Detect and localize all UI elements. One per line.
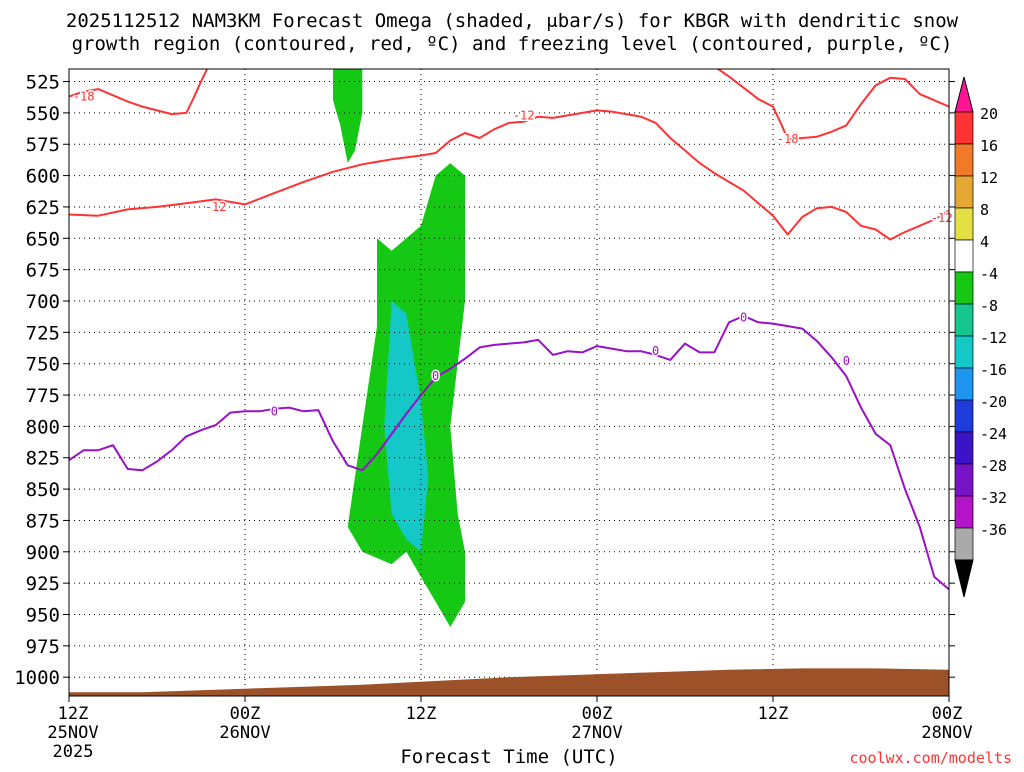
purple-contour-label: 0 (432, 369, 439, 383)
colorbar-bottom-arrow (954, 559, 974, 598)
purple-contour-label: 0 (652, 344, 659, 358)
y-tick-label: 950 (26, 604, 60, 626)
y-tick-label: 825 (26, 448, 60, 470)
omega-region-cyan-band-2 (384, 301, 429, 552)
colorbar-swatch (954, 399, 974, 433)
red-contour-label: -12 (513, 108, 535, 122)
y-tick-label: 850 (26, 479, 60, 501)
colorbar-label: -8 (980, 297, 998, 315)
x-tick-label: 27NOV (571, 723, 622, 743)
y-tick-label: 675 (26, 260, 60, 282)
colorbar-swatch (954, 143, 974, 177)
y-tick-label: 875 (26, 510, 60, 532)
colorbar-label: 8 (980, 201, 989, 219)
x-tick-label: 28NOV (921, 723, 972, 743)
gridlines (69, 69, 949, 696)
red-contour-label: -18 (777, 132, 799, 146)
colorbar-swatch (954, 335, 974, 369)
y-tick-label: 650 (26, 228, 60, 250)
y-tick-label: 750 (26, 354, 60, 376)
y-tick-label: 700 (26, 291, 60, 313)
colorbar-label: -28 (980, 457, 1007, 475)
terrain-fill (69, 668, 949, 696)
y-tick-label: 775 (26, 385, 60, 407)
colorbar-swatch (954, 431, 974, 465)
contour-labels: -18-12-12-18-12000000 (71, 88, 954, 420)
colorbar-swatch (954, 207, 974, 241)
x-tick-label: 00Z (230, 704, 261, 724)
y-tick-label: 900 (26, 542, 60, 564)
colorbar-label: -12 (980, 329, 1007, 347)
x-tick-label: 25NOV (47, 723, 98, 743)
colorbar-label: -32 (980, 489, 1007, 507)
y-tick-label: 800 (26, 416, 60, 438)
y-tick-label: 625 (26, 197, 60, 219)
isotherm-line-0 (69, 109, 949, 241)
colorbar-swatch (954, 527, 974, 561)
isotherm-contours (69, 69, 949, 591)
red-contour-label: -12 (205, 200, 227, 214)
x-tick-label: 12Z (406, 704, 437, 724)
chart-title-line1: 2025112512 NAM3KM Forecast Omega (shaded… (66, 10, 959, 32)
freezing-level-line (69, 315, 949, 591)
colorbar-label: 16 (980, 137, 998, 155)
colorbar-swatch (954, 463, 974, 497)
colorbar-swatch (954, 495, 974, 529)
x-tick-label: 2025 (53, 742, 94, 762)
isotherm-line-1 (716, 69, 949, 141)
y-tick-label: 975 (26, 636, 60, 658)
purple-contour-label: 0 (740, 310, 747, 324)
omega-shading (333, 69, 465, 627)
red-contour-label: -18 (73, 90, 95, 104)
colorbar-swatch (954, 367, 974, 401)
y-tick-label: 550 (26, 103, 60, 125)
plot-background (69, 69, 949, 696)
x-tick-label: 12Z (758, 704, 789, 724)
purple-contour-label: 0 (843, 354, 850, 368)
colorbar-swatch (954, 239, 974, 273)
colorbar-swatch (954, 303, 974, 337)
y-tick-label: 725 (26, 322, 60, 344)
credit-text: coolwx.com/modelts (849, 749, 1012, 767)
colorbar-top-arrow (954, 76, 974, 113)
purple-contour-label: 0 (271, 404, 278, 418)
y-tick-label: 525 (26, 72, 60, 94)
isotherm-line-2 (69, 69, 209, 116)
colorbar-label: 20 (980, 105, 998, 123)
chart-title-line2: growth region (contoured, red, ºC) and f… (72, 33, 953, 55)
colorbar-label: 4 (980, 233, 989, 251)
colorbar-swatch (954, 175, 974, 209)
x-axis-label: Forecast Time (UTC) (400, 746, 617, 768)
colorbar-label: -24 (980, 425, 1007, 443)
colorbar-swatch (954, 271, 974, 305)
x-tick-label: 00Z (582, 704, 613, 724)
colorbar-label: 12 (980, 169, 998, 187)
colorbar-label: -16 (980, 361, 1007, 379)
terrain-layer (69, 668, 949, 696)
colorbar-swatch (954, 111, 974, 145)
y-tick-label: 600 (26, 166, 60, 188)
plot-frame (68, 68, 950, 697)
y-axis: 525 550 575 600 625 650 675 700 725 750 775 800 825 8… (14, 72, 955, 689)
colorbar-label: -4 (980, 265, 998, 283)
omega-region-green-band-1 (333, 69, 363, 164)
colorbar-label: -20 (980, 393, 1007, 411)
y-tick-label: 575 (26, 134, 60, 156)
colorbar-label: -36 (980, 521, 1007, 539)
red-contour-label: -12 (931, 211, 953, 225)
x-tick-label: 12Z (58, 704, 89, 724)
x-tick-label: 00Z (932, 704, 963, 724)
colorbar: 20 16 12 8 4 -4 -8 -12 -16 -20 -24 -28 -32 -36 (954, 76, 1007, 598)
x-tick-label: 26NOV (219, 723, 270, 743)
y-tick-label: 1000 (14, 667, 60, 689)
y-tick-label: 925 (26, 573, 60, 595)
